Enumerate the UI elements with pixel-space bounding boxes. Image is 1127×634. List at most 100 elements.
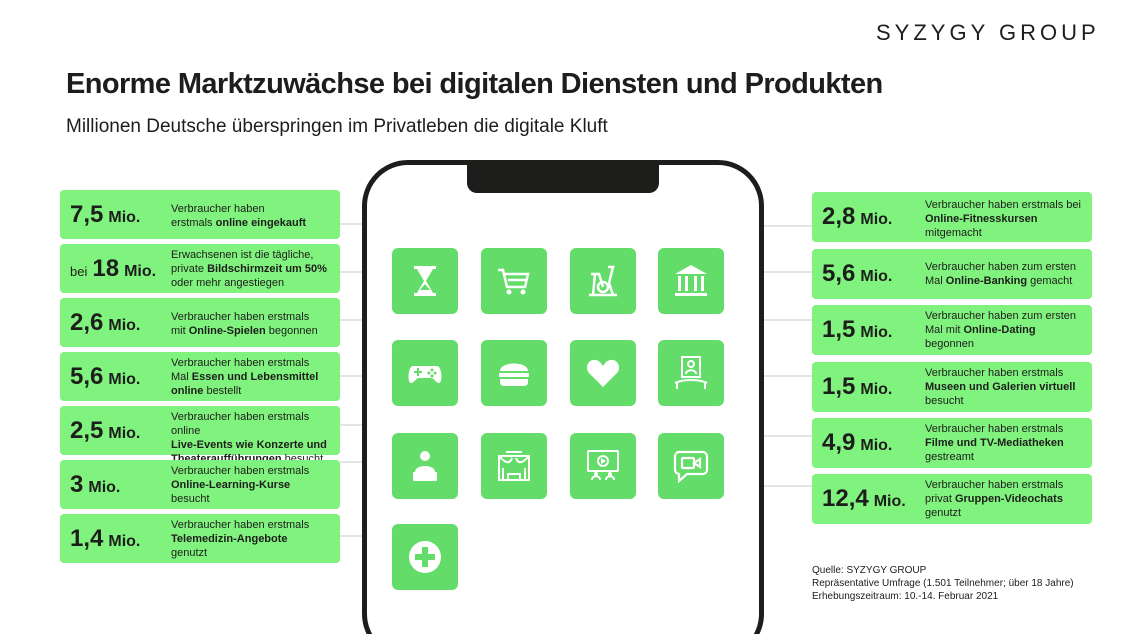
stat-description-line: Online-Fitnesskursen	[925, 213, 1038, 225]
stat-number: 5,6	[70, 362, 104, 390]
left-stat-card: 2,6 Mio. Verbraucher haben erstmals mit Onl…	[60, 298, 340, 347]
stat-value: bei 18 Mio.	[70, 255, 156, 283]
stat-description-line: Verbraucher haben erstmals	[171, 519, 310, 531]
stat-description: Verbraucher haben erstmals Mal Essen und …	[171, 356, 318, 398]
source-line: Repräsentative Umfrage (1.501 Teilnehmer…	[812, 578, 1074, 589]
heart-icon	[570, 340, 636, 406]
stat-number: 12,4	[822, 485, 869, 512]
left-stat-card: 2,5 Mio. Verbraucher haben erstmals online…	[60, 406, 340, 465]
stat-unit: Mio.	[860, 381, 893, 398]
left-stat-card: 1,4 Mio. Verbraucher haben erstmals Telemed…	[60, 514, 340, 563]
stat-unit: Mio.	[108, 532, 141, 550]
stat-description: Verbraucher haben erstmals online Live-Ev…	[171, 410, 340, 466]
stat-description-line: online bestellt	[171, 385, 242, 397]
stat-description: Verbraucher haben zum ersten Mal mit Onli…	[925, 309, 1076, 351]
stat-description-line: Telemedizin-Angebote	[171, 533, 288, 545]
stat-description-line: Live-Events wie Konzerte und	[171, 439, 327, 451]
stat-description-line: gestreamt	[925, 451, 974, 463]
stat-value: 5,6 Mio.	[822, 260, 892, 288]
stat-value: 12,4 Mio.	[822, 485, 906, 513]
stat-unit: Mio.	[860, 437, 893, 454]
stat-value: 1,4 Mio.	[70, 525, 140, 553]
right-stat-card: 4,9 Mio. Verbraucher haben erstmals Filme u…	[812, 418, 1092, 468]
stat-description: Verbraucher haben erstmals Telemedizin-An…	[171, 518, 309, 560]
gamepad-icon	[392, 340, 458, 406]
museum-frame-icon	[658, 340, 724, 406]
stat-unit: Mio.	[108, 316, 141, 334]
stat-value: 4,9 Mio.	[822, 429, 892, 457]
stat-value: 3 Mio.	[70, 471, 120, 499]
right-stat-card: 2,8 Mio. Verbraucher haben erstmals bei Onl…	[812, 192, 1092, 242]
right-stat-card: 1,5 Mio. Verbraucher haben zum ersten Mal m…	[812, 305, 1092, 355]
online-learning-icon	[392, 433, 458, 499]
stat-description-line: Verbraucher haben	[171, 203, 265, 215]
stat-description-line: erstmals online eingekauft	[171, 217, 307, 229]
stat-unit: Mio.	[860, 211, 893, 228]
stat-number: 2,6	[70, 308, 104, 336]
stat-unit: Mio.	[860, 324, 893, 341]
stat-value: 2,8 Mio.	[822, 203, 892, 231]
page-title: Enorme Marktzuwächse bei digitalen Diens…	[66, 68, 883, 100]
stat-number: 7,5	[70, 200, 104, 228]
stat-number: 2,8	[822, 203, 856, 230]
left-stat-card: bei 18 Mio. Erwachsenen ist die tägliche, pr…	[60, 244, 340, 293]
stat-unit: Mio.	[860, 268, 893, 285]
right-stat-card: 12,4 Mio. Verbraucher haben erstmals privat…	[812, 474, 1092, 524]
stat-description-line: Mal Online-Banking gemacht	[925, 275, 1073, 287]
shopping-cart-icon	[481, 248, 547, 314]
stat-value: 1,5 Mio.	[822, 373, 892, 401]
stat-description-line: begonnen	[925, 338, 974, 350]
stat-description-line: Verbraucher haben erstmals bei	[925, 199, 1081, 211]
stat-description: Verbraucher haben erstmals Online-Learnin…	[171, 464, 309, 506]
stat-description-line: Mal mit Online-Dating	[925, 324, 1036, 336]
medical-cross-icon	[392, 524, 458, 590]
stat-description-line: Verbraucher haben erstmals	[171, 311, 310, 323]
stat-number: 4,9	[822, 429, 856, 456]
stat-description-line: besucht	[171, 493, 210, 505]
stat-unit: Mio.	[108, 424, 141, 442]
stat-number: 18	[92, 254, 120, 282]
stat-value: 5,6 Mio.	[70, 363, 140, 391]
stat-description: Verbraucher haben erstmals Filme und TV-M…	[925, 422, 1064, 464]
stat-number: 1,5	[822, 316, 856, 343]
page-subtitle: Millionen Deutsche überspringen im Priva…	[66, 116, 608, 137]
stat-description-line: Verbraucher haben erstmals online	[171, 411, 310, 437]
burger-icon	[481, 340, 547, 406]
stat-description-line: Mal Essen und Lebensmittel	[171, 371, 319, 383]
right-stat-card: 5,6 Mio. Verbraucher haben zum ersten Mal O…	[812, 249, 1092, 299]
stat-description-line: mit Online-Spielen begonnen	[171, 325, 318, 337]
stat-value: 7,5 Mio.	[70, 201, 140, 229]
stat-number: 3	[70, 470, 84, 498]
stat-description-line: genutzt	[925, 507, 962, 519]
stat-number: 5,6	[822, 260, 856, 287]
phone-notch	[467, 160, 659, 193]
exercise-bike-icon	[570, 248, 636, 314]
brand-logo: SYZYGY GROUP	[876, 20, 1100, 45]
bank-icon	[658, 248, 724, 314]
stat-unit: Mio.	[873, 493, 906, 510]
stat-number: 1,5	[822, 373, 856, 400]
stat-description-line: Verbraucher haben erstmals	[171, 357, 310, 369]
left-stat-card: 7,5 Mio. Verbraucher haben erstmals online …	[60, 190, 340, 239]
stat-description-line: Online-Learning-Kurse	[171, 479, 291, 491]
stat-description-line: Filme und TV-Mediatheken	[925, 437, 1064, 449]
theater-icon	[481, 433, 547, 499]
stat-description-line: Verbraucher haben erstmals	[171, 465, 310, 477]
stat-unit: Mio.	[124, 262, 157, 280]
stat-description: Verbraucher haben erstmals online eingeka…	[171, 202, 306, 230]
stat-description-line: besucht	[925, 395, 964, 407]
stat-description: Verbraucher haben erstmals Museen und Gal…	[925, 366, 1075, 408]
stat-value: 1,5 Mio.	[822, 316, 892, 344]
hourglass-icon	[392, 248, 458, 314]
stat-description-line: Verbraucher haben zum ersten	[925, 310, 1077, 322]
stat-number: 1,4	[70, 524, 104, 552]
stat-description: Erwachsenen ist die tägliche, private Bil…	[171, 248, 327, 290]
stat-description-line: genutzt	[171, 547, 208, 559]
stat-description: Verbraucher haben erstmals privat Gruppen…	[925, 478, 1063, 520]
left-stat-card: 5,6 Mio. Verbraucher haben erstmals Mal Ess…	[60, 352, 340, 401]
left-stat-card: 3 Mio. Verbraucher haben erstmals Online-Le…	[60, 460, 340, 509]
stat-description-line: privat Gruppen-Videochats	[925, 493, 1063, 505]
stat-value: 2,6 Mio.	[70, 309, 140, 337]
stat-number: 2,5	[70, 416, 104, 444]
source-note: Quelle: SYZYGY GROUP Repräsentative Umfr…	[812, 564, 1074, 603]
